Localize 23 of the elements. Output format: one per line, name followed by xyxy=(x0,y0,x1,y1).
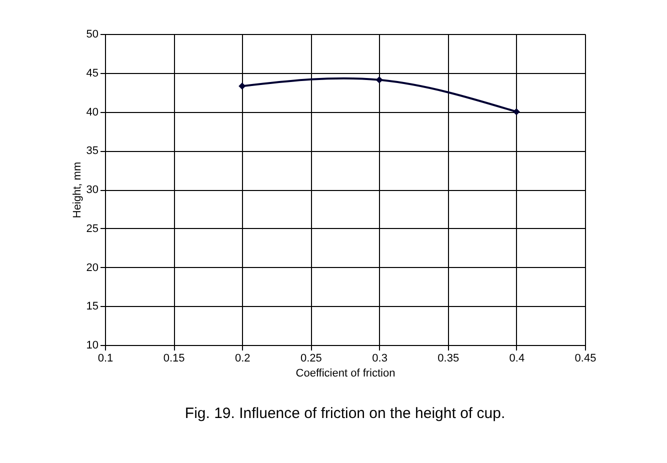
y-tick-label: 25 xyxy=(86,222,98,235)
point xyxy=(512,108,520,116)
x-tick-label: 0.4 xyxy=(509,352,525,364)
y-tick-label: 35 xyxy=(86,145,98,158)
y-axis-title: Height, mm xyxy=(71,162,84,218)
y-tick-label: 20 xyxy=(86,262,98,274)
y-tick-label: 30 xyxy=(86,184,98,196)
point xyxy=(238,82,246,90)
y-tick-label: 15 xyxy=(86,300,98,313)
x-tick-label: 0.25 xyxy=(300,352,322,364)
x-tick-label: 0.35 xyxy=(438,352,460,364)
x-tick-label: 0.3 xyxy=(372,352,388,364)
x-tick-label: 0.15 xyxy=(163,352,185,364)
y-tick-label: 40 xyxy=(86,106,98,118)
y-tick-label: 50 xyxy=(86,28,98,40)
y-tick-label: 10 xyxy=(86,340,98,352)
x-tick-label: 0.1 xyxy=(98,352,114,364)
x-tick-label: 0.45 xyxy=(574,352,596,364)
x-axis-title: Coefficient of friction xyxy=(296,368,396,380)
y-tick-label: 45 xyxy=(86,67,98,80)
x-tick-label: 0.2 xyxy=(234,352,250,364)
point xyxy=(376,76,383,84)
caption: Fig. 19. Influence of friction on the height of cup. xyxy=(184,405,506,422)
